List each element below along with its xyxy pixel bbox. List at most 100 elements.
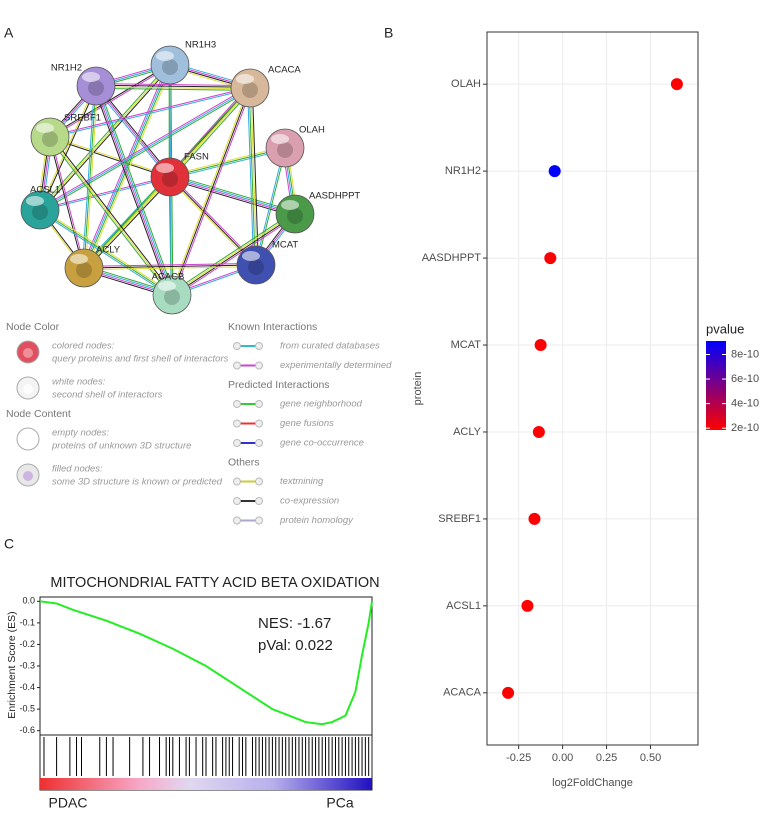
legend-item: gene fusions bbox=[280, 418, 334, 429]
annotation: pVal: 0.022 bbox=[258, 637, 333, 654]
edge bbox=[254, 147, 285, 265]
group-label: PCa bbox=[326, 795, 353, 811]
node-core bbox=[76, 262, 92, 278]
legend-item: from curated databases bbox=[280, 341, 380, 352]
edge bbox=[49, 86, 250, 137]
edge bbox=[39, 175, 170, 210]
y-tick-label: -0.1 bbox=[19, 617, 35, 627]
group-label: PDAC bbox=[49, 795, 88, 811]
node-label: AASDHPPT bbox=[309, 191, 360, 202]
y-tick-label: ACLY bbox=[453, 426, 482, 438]
colorbar bbox=[706, 341, 726, 430]
node-label: OLAH bbox=[299, 125, 325, 136]
node-shine bbox=[26, 196, 44, 206]
legend-desc: proteins of unknown 3D structure bbox=[51, 441, 191, 452]
edge bbox=[48, 137, 172, 297]
edge bbox=[96, 83, 251, 87]
edge bbox=[40, 177, 171, 212]
legend-item: gene neighborhood bbox=[280, 399, 363, 410]
legend-item: co-expression bbox=[280, 496, 339, 507]
legend-item: textmining bbox=[280, 476, 324, 487]
y-tick-label: -0.5 bbox=[19, 704, 35, 714]
edge bbox=[170, 87, 249, 295]
node-core bbox=[277, 142, 293, 158]
edge bbox=[83, 262, 256, 267]
y-tick-label: AASDHPPT bbox=[422, 252, 482, 264]
edge bbox=[40, 88, 252, 212]
node-shine bbox=[70, 254, 88, 264]
legend-item: gene co-occurrence bbox=[280, 438, 364, 449]
node-shine bbox=[158, 281, 176, 291]
edge bbox=[96, 84, 251, 88]
node-core bbox=[242, 82, 258, 98]
legend-item: protein homology bbox=[279, 515, 354, 526]
edge bbox=[171, 89, 253, 179]
legend-end bbox=[233, 516, 241, 525]
edge bbox=[169, 178, 295, 217]
edge bbox=[171, 212, 295, 295]
edge bbox=[173, 215, 297, 298]
legend-end bbox=[233, 400, 241, 408]
edge bbox=[85, 65, 173, 270]
legend-end bbox=[255, 400, 263, 408]
legend-desc: second shell of interactors bbox=[52, 390, 163, 401]
dot bbox=[548, 165, 561, 178]
x-tick-label: 0.25 bbox=[596, 752, 617, 764]
node-shine bbox=[271, 134, 289, 144]
plot-border bbox=[486, 31, 699, 746]
edge bbox=[97, 85, 175, 295]
edge bbox=[170, 211, 294, 294]
legend-icon-core bbox=[23, 435, 33, 445]
node-shine bbox=[242, 251, 260, 261]
node-core bbox=[42, 131, 58, 147]
node-label: NR1H2 bbox=[51, 63, 82, 74]
node-label: MCAT bbox=[272, 240, 298, 251]
panel-label: C bbox=[4, 536, 14, 552]
panel-label: B bbox=[384, 25, 393, 41]
chart-title: MITOCHONDRIAL FATTY ACID BETA OXIDATION bbox=[50, 575, 379, 591]
legend-end bbox=[233, 497, 241, 505]
legend-heading: Predicted Interactions bbox=[228, 379, 330, 391]
node-shine bbox=[36, 123, 54, 133]
legend-title: filled nodes: bbox=[52, 464, 103, 475]
legend-item: experimentally determined bbox=[280, 360, 392, 371]
legend-heading: Node Color bbox=[6, 321, 60, 333]
edge bbox=[172, 214, 296, 297]
edge bbox=[38, 85, 96, 210]
edge bbox=[170, 174, 296, 213]
legend-end bbox=[255, 361, 263, 370]
dot bbox=[502, 686, 515, 699]
legend-end bbox=[233, 439, 241, 447]
edge bbox=[168, 177, 256, 267]
colorbar-label: 6e-10 bbox=[731, 373, 759, 385]
edge bbox=[256, 148, 287, 266]
legend-end bbox=[255, 516, 263, 525]
node-shine bbox=[281, 200, 299, 210]
legend-icon-core bbox=[23, 348, 33, 358]
y-axis-label: Enrichment Score (ES) bbox=[6, 611, 18, 718]
edge bbox=[170, 149, 286, 180]
edge bbox=[81, 63, 169, 268]
node-label: ACLY bbox=[96, 245, 121, 256]
legend-end bbox=[255, 439, 263, 447]
node-core bbox=[248, 259, 264, 275]
colorbar-label: 4e-10 bbox=[731, 398, 759, 410]
node-shine bbox=[156, 163, 174, 173]
edge bbox=[38, 210, 172, 297]
legend-heading: Others bbox=[228, 456, 260, 468]
legend-icon-core bbox=[23, 471, 33, 481]
node-core bbox=[164, 289, 180, 305]
y-tick-label: ACACA bbox=[443, 687, 482, 699]
legend-heading: Node Content bbox=[6, 408, 71, 420]
colorbar-label: 2e-10 bbox=[731, 422, 759, 434]
legend-title: pvalue bbox=[706, 321, 744, 336]
y-tick-label: OLAH bbox=[451, 78, 481, 90]
edge bbox=[49, 63, 170, 137]
edge bbox=[83, 264, 257, 269]
x-tick-label: -0.25 bbox=[506, 752, 531, 764]
node-label: NR1H3 bbox=[185, 40, 216, 51]
node-core bbox=[32, 204, 48, 220]
x-tick-label: 0.00 bbox=[552, 752, 573, 764]
legend-desc: query proteins and first shell of intera… bbox=[52, 354, 229, 365]
node-shine bbox=[236, 74, 254, 84]
